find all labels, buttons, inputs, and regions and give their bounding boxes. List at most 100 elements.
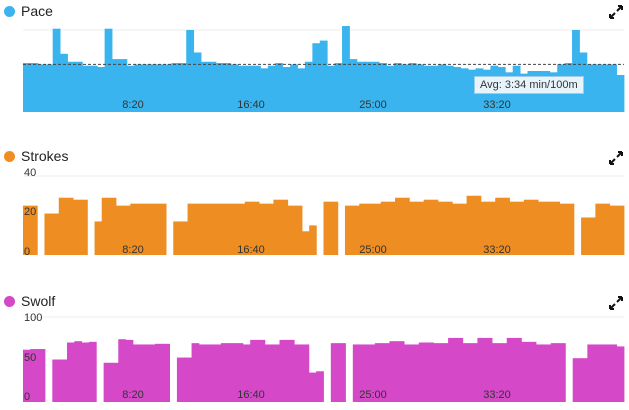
strokes-bar[interactable] xyxy=(58,197,67,255)
strokes-bar[interactable] xyxy=(366,203,374,255)
strokes-bar[interactable] xyxy=(158,203,167,255)
strokes-bar[interactable] xyxy=(259,203,267,255)
strokes-bar[interactable] xyxy=(437,201,446,255)
swolf-bar[interactable] xyxy=(477,337,486,402)
pace-bar[interactable] xyxy=(327,65,336,112)
pace-bar[interactable] xyxy=(230,64,239,112)
swolf-bar[interactable] xyxy=(264,344,273,402)
strokes-bar[interactable] xyxy=(294,205,303,256)
pace-bar[interactable] xyxy=(253,65,261,112)
swolf-expand-icon[interactable] xyxy=(609,296,623,310)
pace-bar[interactable] xyxy=(334,63,343,112)
pace-bar[interactable] xyxy=(431,65,439,112)
pace-bar[interactable] xyxy=(23,63,31,112)
pace-bar[interactable] xyxy=(408,63,417,112)
pace-bar[interactable] xyxy=(468,69,477,112)
pace-bar[interactable] xyxy=(393,63,402,112)
swolf-bar[interactable] xyxy=(550,343,559,402)
strokes-bar[interactable] xyxy=(151,203,160,255)
strokes-bar[interactable] xyxy=(502,197,510,255)
swolf-legend[interactable]: Swolf xyxy=(4,291,55,311)
strokes-bar[interactable] xyxy=(65,197,74,255)
strokes-expand-icon[interactable] xyxy=(609,151,623,165)
strokes-bar[interactable] xyxy=(51,213,60,256)
strokes-legend[interactable]: Strokes xyxy=(4,146,68,166)
pace-bar[interactable] xyxy=(45,64,54,112)
pace-bar[interactable] xyxy=(445,65,454,112)
swolf-bar[interactable] xyxy=(30,349,39,402)
strokes-bar[interactable] xyxy=(280,199,289,255)
strokes-bar[interactable] xyxy=(309,225,317,256)
pace-bar[interactable] xyxy=(416,64,425,112)
strokes-bar[interactable] xyxy=(173,221,181,255)
pace-bar[interactable] xyxy=(586,64,595,112)
pace-bar[interactable] xyxy=(423,65,432,112)
pace-bar[interactable] xyxy=(364,61,373,112)
swolf-bar[interactable] xyxy=(580,358,588,402)
strokes-bar[interactable] xyxy=(380,201,389,255)
strokes-bar[interactable] xyxy=(266,203,274,255)
strokes-bar[interactable] xyxy=(552,201,560,255)
strokes-bar[interactable] xyxy=(595,203,603,255)
strokes-bar[interactable] xyxy=(581,217,589,255)
pace-bar[interactable] xyxy=(119,59,128,112)
swolf-bar[interactable] xyxy=(543,344,552,402)
pace-bar[interactable] xyxy=(178,63,187,112)
pace-bar[interactable] xyxy=(208,61,217,112)
strokes-bar[interactable] xyxy=(495,197,503,255)
swolf-bar[interactable] xyxy=(433,343,442,402)
swolf-bar[interactable] xyxy=(374,343,383,402)
swolf-bar[interactable] xyxy=(198,344,207,402)
pace-bar[interactable] xyxy=(74,61,83,112)
strokes-bar[interactable] xyxy=(480,201,489,255)
swolf-bar[interactable] xyxy=(389,341,398,402)
pace-bar[interactable] xyxy=(342,26,350,113)
swolf-bar[interactable] xyxy=(220,343,229,402)
pace-bar[interactable] xyxy=(312,43,321,113)
swolf-bar[interactable] xyxy=(528,341,537,402)
pace-bar[interactable] xyxy=(238,65,246,112)
strokes-bar[interactable] xyxy=(137,203,146,255)
swolf-bar[interactable] xyxy=(191,343,200,402)
swolf-bar[interactable] xyxy=(470,343,478,402)
pace-bar[interactable] xyxy=(386,65,395,112)
swolf-bar[interactable] xyxy=(103,362,112,402)
strokes-bar[interactable] xyxy=(194,203,203,255)
swolf-bar[interactable] xyxy=(176,357,185,402)
strokes-bar[interactable] xyxy=(609,205,618,256)
strokes-bar[interactable] xyxy=(251,201,260,255)
pace-bar[interactable] xyxy=(67,61,76,112)
strokes-bar[interactable] xyxy=(244,201,253,255)
swolf-bar[interactable] xyxy=(250,339,258,402)
pace-bar[interactable] xyxy=(260,68,269,112)
pace-bar[interactable] xyxy=(201,61,209,112)
swolf-bar[interactable] xyxy=(536,344,544,402)
pace-bar[interactable] xyxy=(52,28,61,112)
strokes-bar[interactable] xyxy=(144,203,153,255)
swolf-bar[interactable] xyxy=(602,344,610,402)
strokes-bar[interactable] xyxy=(488,201,496,255)
swolf-bar[interactable] xyxy=(242,344,251,402)
strokes-bar[interactable] xyxy=(80,199,88,255)
swolf-bar[interactable] xyxy=(521,341,530,402)
swolf-bar[interactable] xyxy=(587,344,596,402)
swolf-bar[interactable] xyxy=(110,362,119,402)
strokes-bar[interactable] xyxy=(430,199,439,255)
pace-bar[interactable] xyxy=(82,65,91,112)
pace-bar[interactable] xyxy=(60,53,68,112)
pace-bar[interactable] xyxy=(215,63,224,112)
strokes-bar[interactable] xyxy=(116,205,124,256)
swolf-bar[interactable] xyxy=(74,341,83,402)
pace-bar[interactable] xyxy=(297,68,306,112)
strokes-bar[interactable] xyxy=(466,195,475,255)
swolf-bar[interactable] xyxy=(514,337,522,402)
strokes-bar[interactable] xyxy=(30,205,38,256)
swolf-bar[interactable] xyxy=(228,343,236,402)
swolf-bar[interactable] xyxy=(66,342,75,403)
strokes-bar[interactable] xyxy=(616,205,625,256)
swolf-bar[interactable] xyxy=(140,344,148,402)
strokes-bar[interactable] xyxy=(302,231,310,255)
pace-bar[interactable] xyxy=(156,64,165,112)
strokes-bar[interactable] xyxy=(273,199,281,255)
strokes-bar[interactable] xyxy=(359,203,367,255)
